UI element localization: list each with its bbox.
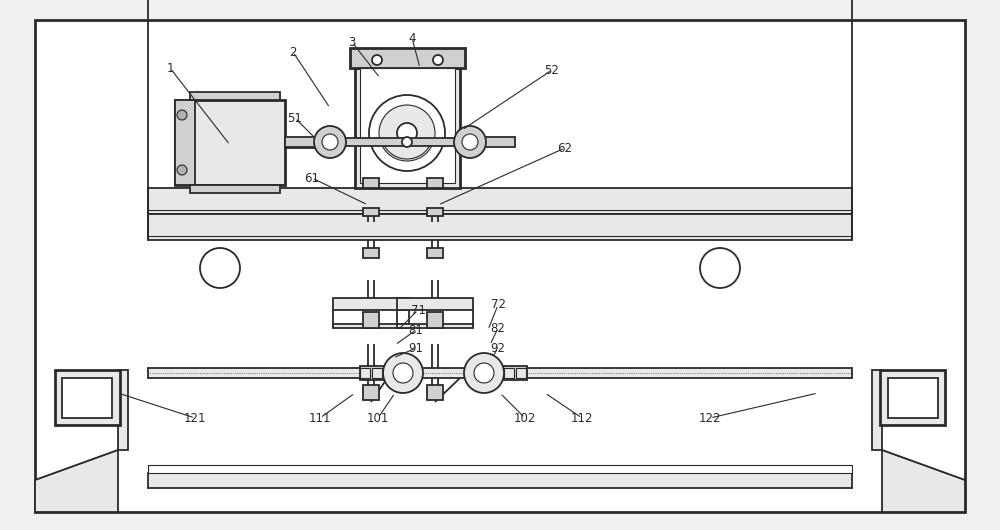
Circle shape bbox=[397, 123, 417, 143]
Bar bbox=[888, 378, 938, 418]
Bar bbox=[880, 370, 945, 425]
Text: 122: 122 bbox=[699, 411, 721, 425]
Bar bbox=[55, 370, 120, 425]
Bar bbox=[427, 312, 443, 328]
Bar bbox=[148, 465, 852, 473]
Bar bbox=[350, 48, 465, 68]
Bar bbox=[363, 248, 379, 258]
Bar bbox=[62, 378, 112, 418]
Bar bbox=[285, 137, 345, 147]
Bar bbox=[355, 68, 460, 188]
Circle shape bbox=[454, 126, 486, 158]
Text: 81: 81 bbox=[409, 323, 423, 337]
Text: 101: 101 bbox=[367, 411, 389, 425]
Circle shape bbox=[433, 55, 443, 65]
Circle shape bbox=[700, 248, 740, 288]
Bar bbox=[363, 312, 379, 328]
Text: 1: 1 bbox=[166, 61, 174, 75]
Text: 62: 62 bbox=[558, 142, 572, 155]
Bar bbox=[285, 138, 315, 148]
Bar bbox=[363, 178, 379, 188]
Bar bbox=[492, 366, 527, 380]
Bar bbox=[427, 208, 443, 216]
Text: 91: 91 bbox=[409, 341, 424, 355]
Polygon shape bbox=[35, 450, 118, 512]
Bar bbox=[175, 100, 285, 185]
Circle shape bbox=[369, 95, 445, 171]
Bar bbox=[148, 214, 852, 240]
Text: 112: 112 bbox=[571, 411, 593, 425]
Text: 71: 71 bbox=[411, 304, 426, 316]
Bar bbox=[333, 324, 409, 328]
Bar bbox=[360, 68, 455, 183]
Text: 92: 92 bbox=[490, 341, 506, 355]
Bar bbox=[360, 366, 395, 380]
Bar bbox=[190, 185, 280, 193]
Bar bbox=[872, 370, 882, 450]
Bar bbox=[148, 188, 852, 214]
Bar bbox=[384, 368, 394, 378]
Bar bbox=[175, 100, 195, 185]
Bar bbox=[363, 385, 379, 400]
Bar bbox=[190, 92, 280, 100]
Bar bbox=[504, 368, 514, 378]
Bar bbox=[372, 368, 382, 378]
Circle shape bbox=[379, 105, 435, 161]
Polygon shape bbox=[882, 450, 965, 512]
Circle shape bbox=[462, 134, 478, 150]
Text: 72: 72 bbox=[490, 298, 506, 312]
Bar bbox=[360, 368, 370, 378]
Bar bbox=[148, 368, 852, 378]
Text: 82: 82 bbox=[491, 322, 505, 334]
Bar bbox=[397, 324, 473, 328]
Circle shape bbox=[474, 363, 494, 383]
Circle shape bbox=[314, 126, 346, 158]
Text: 111: 111 bbox=[309, 411, 331, 425]
Bar bbox=[516, 368, 526, 378]
Circle shape bbox=[200, 248, 240, 288]
Text: 61: 61 bbox=[304, 172, 320, 184]
Circle shape bbox=[322, 134, 338, 150]
Bar bbox=[455, 137, 515, 147]
Bar bbox=[397, 298, 473, 310]
Text: 2: 2 bbox=[289, 46, 297, 58]
Circle shape bbox=[402, 137, 412, 147]
Text: 4: 4 bbox=[408, 31, 416, 45]
Bar bbox=[148, 473, 852, 488]
Bar bbox=[427, 248, 443, 258]
Bar bbox=[363, 208, 379, 216]
Circle shape bbox=[383, 353, 423, 393]
Circle shape bbox=[393, 363, 413, 383]
Circle shape bbox=[177, 165, 187, 175]
Text: 3: 3 bbox=[348, 36, 356, 49]
Bar bbox=[333, 298, 409, 310]
Circle shape bbox=[372, 55, 382, 65]
Text: 52: 52 bbox=[545, 64, 559, 76]
Text: 121: 121 bbox=[184, 411, 206, 425]
Bar bbox=[427, 178, 443, 188]
Circle shape bbox=[464, 353, 504, 393]
Text: 51: 51 bbox=[288, 111, 302, 125]
Text: 102: 102 bbox=[514, 411, 536, 425]
Circle shape bbox=[177, 110, 187, 120]
Bar bbox=[330, 138, 470, 146]
Bar bbox=[492, 368, 502, 378]
Bar bbox=[427, 385, 443, 400]
Bar bbox=[118, 370, 128, 450]
